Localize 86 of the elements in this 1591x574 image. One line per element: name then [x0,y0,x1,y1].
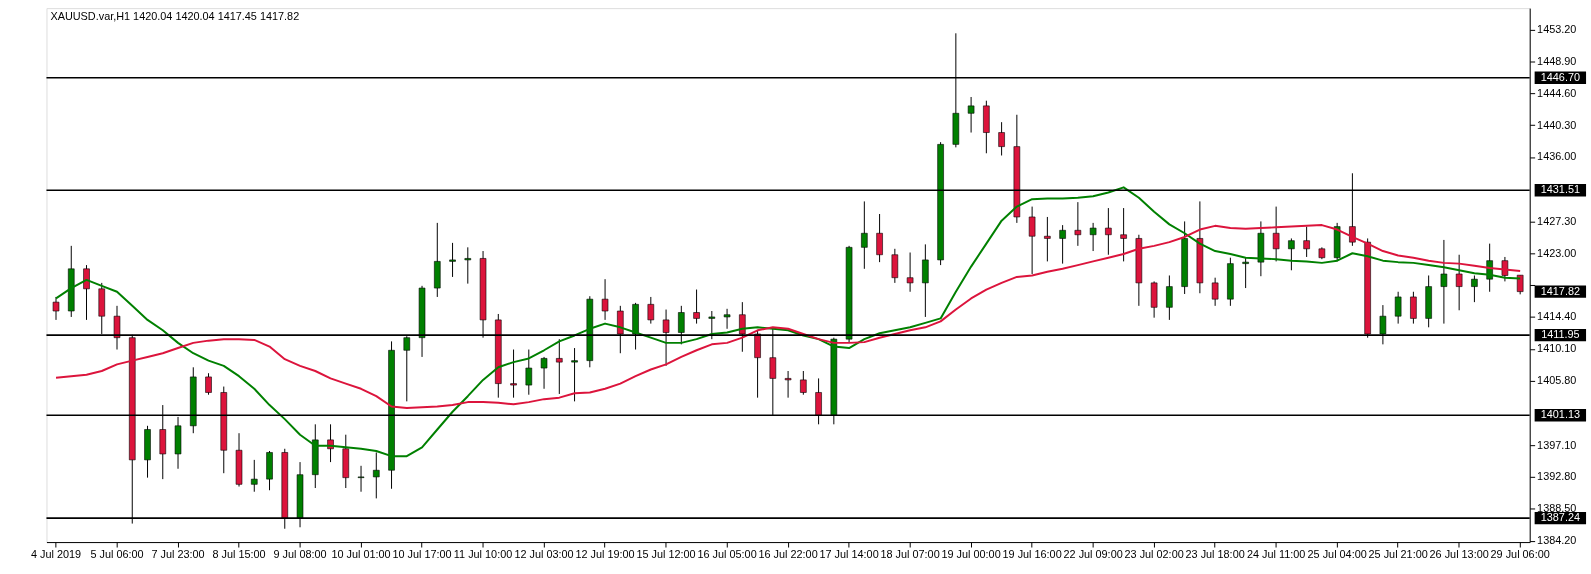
candlestick [510,349,517,399]
x-tick-label: 17 Jul 14:00 [819,548,879,561]
chart-title: XAUUSD.var,H1 1420.04 1420.04 1417.45 1417.82 [50,9,300,22]
x-tick-label: 16 Jul 05:00 [697,548,757,561]
y-tick-label: 1410.10 [1537,342,1577,355]
candlestick [1074,201,1082,247]
candlestick [83,264,90,321]
x-tick-label: 4 Jul 2019 [30,548,82,561]
text: 1417.82 [1540,284,1580,297]
y-tick-label: 1397.10 [1537,438,1577,451]
candlestick [1410,291,1417,325]
candlestick [693,289,700,325]
x-tick-label: 10 Jul 01:00 [331,548,391,561]
candlestick [1501,256,1509,282]
x-tick-label: 29 Jul 06:00 [1490,548,1550,561]
x-tick-label: 16 Jul 22:00 [758,548,818,561]
y-tick-label: 1448.90 [1537,54,1577,67]
x-tick-label: 7 Jul 23:00 [151,548,205,561]
candlestick [1288,237,1295,271]
candlestick [784,370,792,399]
ref-line-label: 1401.13 [1540,408,1580,421]
y-tick-label: 1444.60 [1537,86,1577,99]
y-tick-label: 1414.40 [1537,310,1577,323]
y-tick-label: 1405.80 [1537,374,1577,387]
ref-line-label: 1431.51 [1540,183,1580,196]
candlestick [1044,216,1051,262]
candlestick [1211,277,1219,307]
candlestick [251,459,258,493]
x-tick-label: 5 Jul 06:00 [90,548,144,561]
candlestick [1242,257,1249,289]
x-tick-label: 15 Jul 12:00 [636,548,696,561]
x-tick-label: 22 Jul 09:00 [1063,548,1123,561]
x-tick-label: 18 Jul 07:00 [880,548,940,561]
candlestick [464,246,472,285]
ref-line-label: 1411.95 [1541,328,1580,341]
candlestick [1486,243,1493,293]
candlestick [571,347,578,402]
y-tick-label: 1392.80 [1537,470,1577,483]
x-tick-label: 11 Jul 10:00 [453,548,513,561]
x-tick-label: 10 Jul 17:00 [392,548,452,561]
x-tick-label: 12 Jul 19:00 [575,548,635,561]
candlestick [998,121,1005,156]
y-tick-label: 1436.00 [1537,150,1577,163]
candlestick [449,242,456,278]
x-tick-label: 19 Jul 00:00 [941,548,1001,561]
candlestick [967,96,975,134]
y-tick-label: 1440.30 [1537,118,1577,131]
candlestick [1440,239,1448,325]
x-tick-label: 9 Jul 08:00 [273,548,327,561]
x-tick-label: 24 Jul 11:00 [1246,548,1306,561]
x-tick-label: 23 Jul 18:00 [1185,548,1245,561]
y-tick-label: 1427.30 [1537,214,1577,227]
x-tick-label: 19 Jul 16:00 [1002,548,1062,561]
x-tick-label: 26 Jul 13:00 [1429,548,1489,561]
candlestick [800,370,807,396]
candlestick [876,213,883,263]
x-tick-label: 25 Jul 21:00 [1368,548,1428,561]
candlestick [906,252,914,293]
candlestick [1105,207,1112,256]
candlestick [205,372,212,396]
ref-line-label: 1446.70 [1540,70,1580,83]
y-tick-label: 1423.00 [1537,246,1577,259]
candlestick [723,308,731,330]
x-tick-label: 12 Jul 03:00 [514,548,574,561]
candlestick [601,278,609,321]
candlestick [922,243,929,318]
candlestick [1166,274,1173,321]
candlestick [1089,222,1097,252]
y-tick-label: 1384.20 [1537,534,1577,547]
candlestick [357,465,365,493]
x-tick-label: 23 Jul 02:00 [1124,548,1184,561]
x-tick-label: 8 Jul 15:00 [212,548,266,561]
candlestick [1059,224,1066,265]
x-tick-label: 25 Jul 04:00 [1307,548,1367,561]
candlestick [1455,254,1463,311]
candlestick [1394,291,1402,325]
candlestick [556,338,563,395]
y-tick-label: 1453.20 [1537,23,1577,36]
candlestick [861,200,868,270]
candlestick [1516,274,1524,295]
candlestick [647,296,655,325]
candlestick [891,248,899,284]
candlestick [540,356,548,390]
candlestick [1471,274,1478,303]
candlestick [52,296,60,321]
candlestick [525,349,533,396]
